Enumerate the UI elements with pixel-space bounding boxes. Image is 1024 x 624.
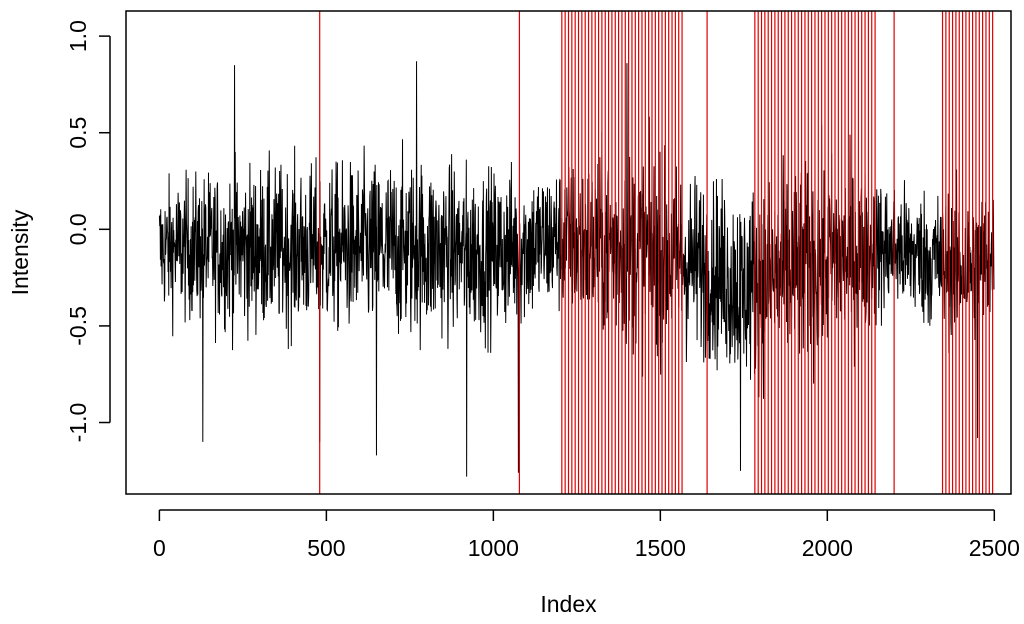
x-tick-label: 0 — [153, 535, 166, 561]
y-tick-label: 1.0 — [65, 20, 91, 52]
x-tick-label: 2500 — [969, 535, 1020, 561]
y-axis-title: Intensity — [7, 209, 33, 295]
x-tick-label: 2000 — [802, 535, 853, 561]
y-tick-label: -1.0 — [65, 403, 91, 443]
x-tick-label: 500 — [307, 535, 345, 561]
plot-area — [158, 11, 995, 494]
x-axis: 0 500 1000 1500 2000 2500 — [153, 509, 1020, 561]
y-axis: -1.0 -0.5 0.0 0.5 1.0 — [65, 20, 111, 443]
y-tick-label: 0.0 — [65, 213, 91, 245]
y-tick-label: 0.5 — [65, 117, 91, 149]
plot-frame — [125, 10, 1012, 495]
x-axis-title: Index — [540, 591, 597, 617]
x-tick-label: 1500 — [635, 535, 686, 561]
y-tick-label: -0.5 — [65, 306, 91, 346]
x-tick-label: 1000 — [468, 535, 519, 561]
